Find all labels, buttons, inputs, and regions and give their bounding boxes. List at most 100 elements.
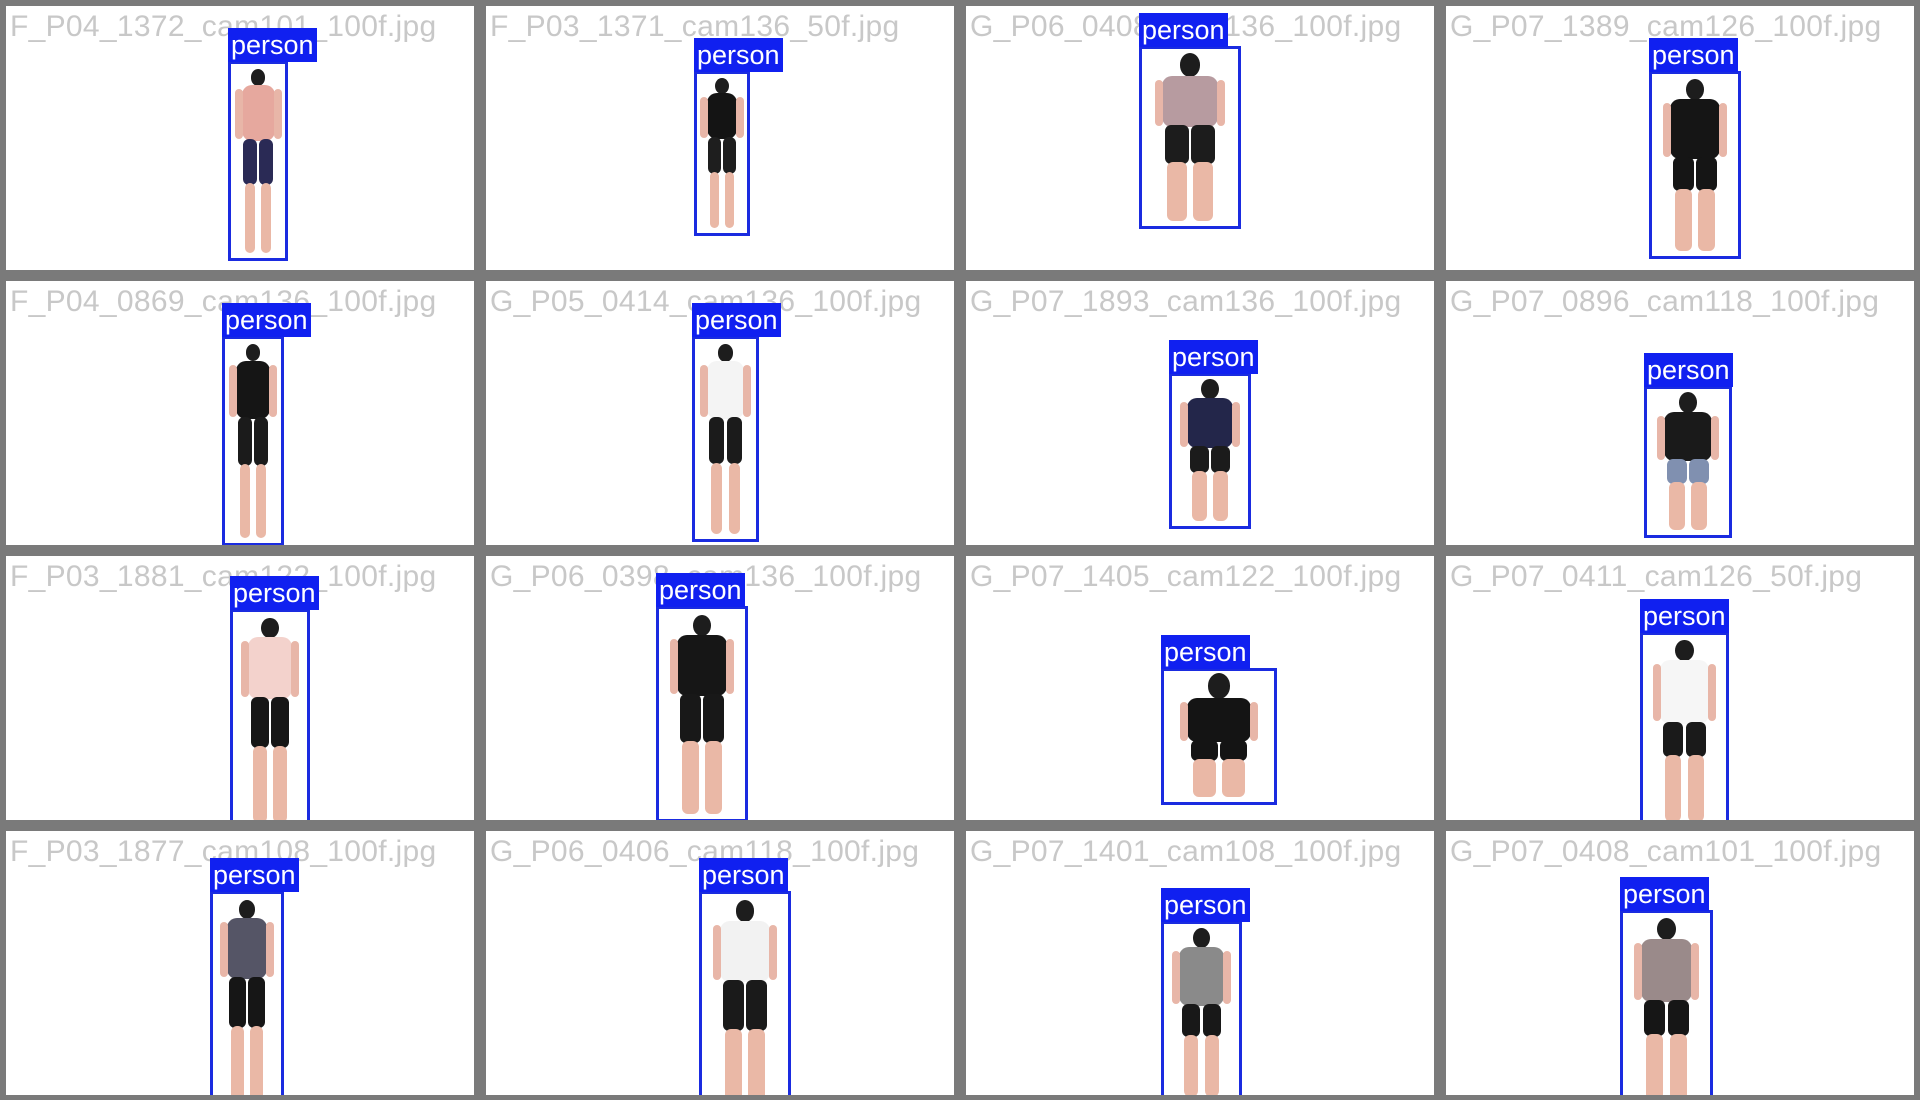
shin-shape — [1222, 758, 1245, 797]
arm-shape — [291, 640, 299, 697]
head-shape — [1207, 673, 1231, 700]
shin-shape — [245, 183, 255, 253]
torso-shape — [1669, 99, 1721, 160]
torso-shape — [706, 92, 738, 139]
torso-shape — [1640, 938, 1693, 1003]
detection-bbox[interactable] — [1169, 373, 1251, 529]
shin-shape — [252, 746, 267, 820]
arm-shape — [699, 96, 708, 139]
leg-shape — [228, 977, 246, 1028]
person-figure — [1139, 46, 1241, 229]
image-tile[interactable]: G_P05_0414_cam136_100f.jpg person — [486, 281, 954, 545]
image-tile[interactable]: F_P04_1372_cam101_100f.jpg person — [6, 6, 474, 270]
detection-bbox[interactable] — [1620, 910, 1713, 1095]
detection-bbox[interactable] — [230, 609, 310, 820]
image-tile[interactable]: G_P07_1405_cam122_100f.jpg person — [966, 556, 1434, 820]
arm-shape — [736, 96, 745, 139]
shin-shape — [250, 1025, 264, 1095]
detection-bbox[interactable] — [1161, 921, 1242, 1095]
head-shape — [715, 77, 729, 94]
shin-shape — [239, 464, 250, 538]
shin-shape — [1192, 471, 1207, 521]
arm-shape — [700, 365, 709, 418]
shin-shape — [724, 1028, 742, 1095]
torso-shape — [241, 84, 275, 141]
leg-shape — [248, 977, 266, 1028]
detection-bbox[interactable] — [1649, 71, 1741, 259]
filename-caption: G_P07_1401_cam108_100f.jpg — [970, 835, 1402, 868]
detection-bbox[interactable] — [222, 336, 284, 545]
torso-shape — [1161, 75, 1219, 127]
head-shape — [245, 344, 261, 362]
arm-shape — [1180, 402, 1189, 448]
leg-shape — [1165, 124, 1189, 165]
detection-bbox[interactable] — [699, 891, 791, 1095]
arm-shape — [273, 88, 282, 140]
leg-shape — [1202, 1004, 1222, 1038]
image-tile[interactable]: F_P03_1371_cam136_50f.jpg person — [486, 6, 954, 270]
arm-shape — [712, 924, 721, 981]
image-tile[interactable]: G_P07_1389_cam126_100f.jpg person — [1446, 6, 1914, 270]
arm-shape — [1231, 402, 1240, 448]
image-tile[interactable]: F_P04_0869_cam136_100f.jpg person — [6, 281, 474, 545]
shin-shape — [705, 740, 723, 814]
head-shape — [250, 69, 266, 86]
shin-shape — [230, 1025, 244, 1095]
leg-shape — [1666, 458, 1687, 485]
leg-shape — [726, 416, 742, 465]
head-shape — [717, 344, 734, 362]
class-label: person — [694, 38, 783, 72]
image-tile[interactable]: G_P07_1401_cam108_100f.jpg person — [966, 831, 1434, 1095]
leg-shape — [709, 416, 725, 465]
arm-shape — [1656, 416, 1665, 460]
arm-shape — [769, 924, 778, 981]
detection-bbox[interactable] — [1161, 668, 1277, 805]
detection-bbox[interactable] — [228, 61, 288, 261]
class-label: person — [692, 303, 781, 337]
leg-shape — [259, 138, 273, 186]
head-shape — [692, 614, 712, 637]
head-shape — [1678, 392, 1698, 414]
detection-bbox[interactable] — [656, 606, 748, 820]
class-label: person — [1620, 877, 1709, 911]
detection-bbox[interactable] — [210, 891, 284, 1095]
torso-shape — [707, 361, 744, 419]
arm-shape — [742, 365, 751, 418]
detection-bbox[interactable] — [1644, 386, 1732, 538]
detection-bbox[interactable] — [1139, 46, 1241, 229]
torso-shape — [676, 635, 728, 696]
image-tile[interactable]: G_P07_0896_cam118_100f.jpg person — [1446, 281, 1914, 545]
shin-shape — [1668, 482, 1685, 530]
leg-shape — [243, 138, 257, 186]
leg-shape — [1191, 124, 1215, 165]
image-tile[interactable]: G_P07_1893_cam136_100f.jpg person — [966, 281, 1434, 545]
leg-shape — [1696, 157, 1718, 191]
shin-shape — [1193, 758, 1216, 797]
leg-shape — [1689, 458, 1710, 485]
leg-shape — [254, 417, 269, 467]
image-tile[interactable]: G_P06_0406_cam118_100f.jpg person — [486, 831, 954, 1095]
detection-bbox[interactable] — [694, 71, 750, 236]
image-tile[interactable]: F_P03_1877_cam108_100f.jpg person — [6, 831, 474, 1095]
leg-shape — [722, 980, 744, 1031]
arm-shape — [1222, 951, 1231, 1005]
filename-caption: F_P03_1371_cam136_50f.jpg — [490, 10, 900, 43]
detection-bbox[interactable] — [1640, 632, 1729, 820]
arm-shape — [219, 921, 228, 977]
class-label: person — [210, 858, 299, 892]
image-tile[interactable]: F_P03_1881_cam122_100f.jpg person — [6, 556, 474, 820]
shin-shape — [1193, 162, 1213, 221]
shin-shape — [728, 462, 740, 534]
image-tile[interactable]: G_P07_0408_cam101_100f.jpg person — [1446, 831, 1914, 1095]
person-figure — [1161, 668, 1277, 805]
person-figure — [1620, 910, 1713, 1095]
leg-shape — [703, 693, 725, 743]
detection-bbox[interactable] — [692, 336, 759, 542]
leg-shape — [723, 137, 736, 175]
image-tile[interactable]: G_P07_0411_cam126_50f.jpg person — [1446, 556, 1914, 820]
torso-shape — [719, 920, 771, 983]
shin-shape — [1167, 162, 1187, 221]
